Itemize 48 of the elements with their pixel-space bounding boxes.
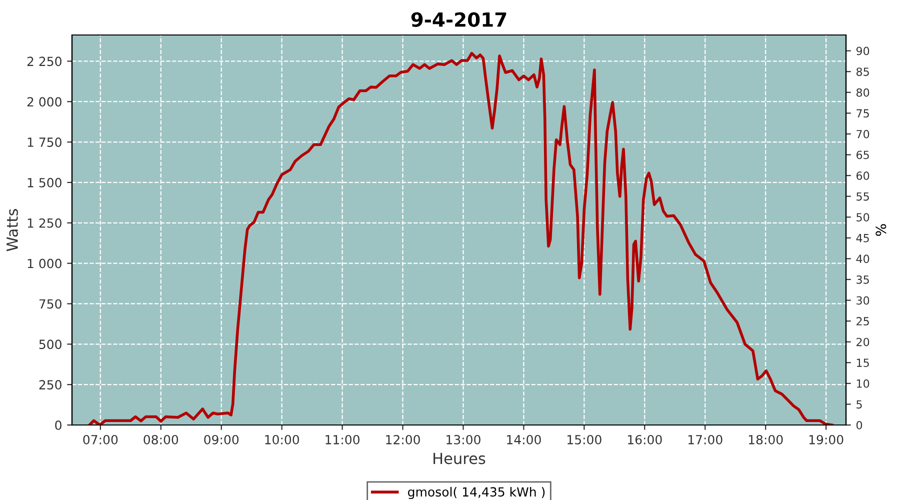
x-tick-label: 08:00 <box>144 434 178 444</box>
x-tick-label: 13:00 <box>446 434 480 444</box>
y2-tick-label: 75 <box>856 109 869 118</box>
y2-tick-label: 65 <box>856 150 869 160</box>
y2-tick-label: 30 <box>856 296 870 305</box>
x-tick-label: 12:00 <box>386 434 420 444</box>
y-tick-label: 1 500 <box>28 178 62 188</box>
x-tick-label: 11:00 <box>326 434 360 444</box>
y2-tick-label: 35 <box>856 275 869 284</box>
x-tick-label: 17:00 <box>688 434 722 444</box>
y2-tick-label: 15 <box>856 358 869 368</box>
y-tick-label: 2 000 <box>27 97 62 107</box>
y2-tick-label: 80 <box>856 88 870 97</box>
y2-tick-label: 55 <box>856 192 869 201</box>
y2-tick-label: 0 <box>856 420 862 430</box>
x-tick-label: 09:00 <box>204 434 239 444</box>
y2-tick-label: 40 <box>856 254 870 264</box>
y2-tick-label: 90 <box>856 46 870 56</box>
x-tick-label: 18:00 <box>748 434 783 444</box>
y2-axis-title: % <box>876 224 886 236</box>
y2-tick-label: 70 <box>856 130 870 138</box>
y2-tick-label: 85 <box>856 68 869 76</box>
x-tick-label: 19:00 <box>809 434 844 444</box>
y2-tick-label: 50 <box>856 213 870 222</box>
x-tick-label: 16:00 <box>628 434 662 444</box>
y-axis-title: Watts <box>6 209 18 252</box>
x-tick-label: 15:00 <box>568 434 602 444</box>
legend-label: gmosol( 14,435 kWh ) <box>408 486 545 500</box>
y2-tick-label: 25 <box>856 317 869 326</box>
y-tick-label: 2 250 <box>27 56 62 66</box>
chart-title: 9-4-2017 <box>411 12 506 27</box>
x-tick-label: 07:00 <box>83 434 118 444</box>
x-tick-label: 14:00 <box>507 434 541 444</box>
y-tick-label: 750 <box>39 299 62 309</box>
y-tick-label: 0 <box>55 420 62 430</box>
y-tick-label: 500 <box>39 340 62 350</box>
line-series <box>88 52 834 425</box>
y-tick-label: 1 750 <box>28 138 62 147</box>
y2-tick-label: 5 <box>856 400 862 409</box>
y2-tick-label: 10 <box>856 379 870 388</box>
y2-tick-label: 60 <box>856 172 870 180</box>
y2-tick-label: 45 <box>856 234 869 242</box>
y2-tick-label: 20 <box>856 338 870 346</box>
y-tick-label: 1 000 <box>28 258 62 268</box>
y-tick-label: 1 250 <box>28 218 62 228</box>
y-tick-label: 250 <box>39 380 62 390</box>
x-tick-label: 10:00 <box>265 434 300 444</box>
x-axis-title: Heures <box>434 452 486 464</box>
